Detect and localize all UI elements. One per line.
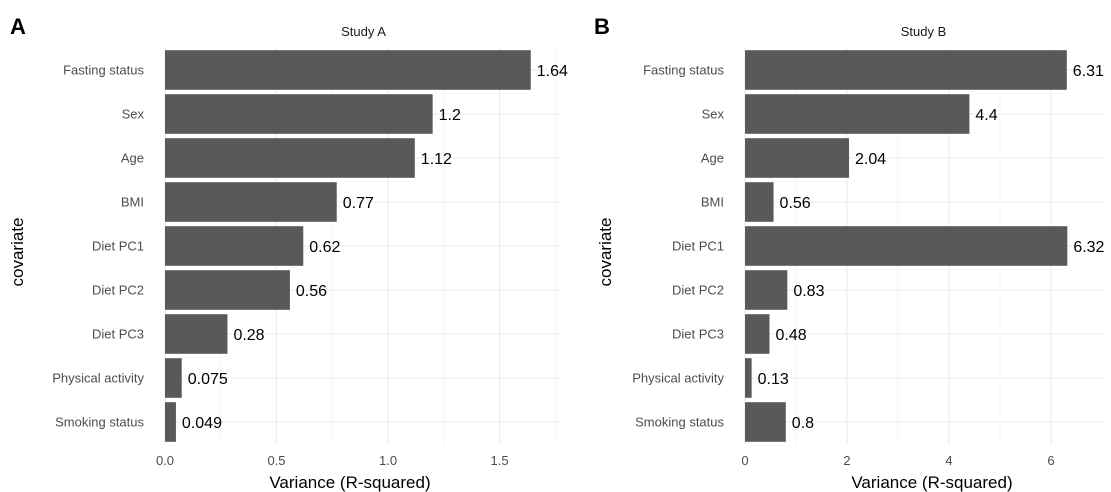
data-label: 1.2 [439,107,461,124]
bar-diet-pc2 [165,270,290,310]
category-label: Diet PC3 [92,327,144,342]
x-tick-label: 1.0 [379,453,397,468]
category-label: Fasting status [643,63,724,78]
bar-fasting-status [165,50,531,90]
data-label: 0.62 [309,239,340,256]
bar-diet-pc3 [745,314,770,354]
panel-study-a: Fasting status 1.64 Sex 1.2 Age 1.12 BMI 0.77 Di… [8,14,568,492]
category-label: Diet PC1 [92,239,144,254]
bar-diet-pc1 [165,226,304,266]
bar-sex [165,94,433,134]
category-label: Age [121,151,144,166]
data-label: 1.12 [421,151,452,168]
x-tick-label: 1.5 [491,453,509,468]
category-label: Sex [702,107,725,122]
x-axis-title: Variance (R-squared) [851,473,1012,492]
category-label: BMI [121,195,144,210]
data-label: 0.8 [792,415,814,432]
bar-smoking-status [745,402,786,442]
x-tick-label: 0.5 [267,453,285,468]
y-axis-title: covariate [8,218,27,287]
data-label: 0.075 [188,371,228,388]
data-label: 6.32 [1073,239,1104,256]
data-label: 1.64 [537,63,568,80]
category-label: Physical activity [52,371,144,386]
category-label: Diet PC1 [672,239,724,254]
data-label: 0.56 [296,283,327,300]
bar-sex [745,94,970,134]
x-tick-label: 4 [945,453,952,468]
bar-age [165,138,415,178]
data-label: 0.48 [775,327,806,344]
data-label: 0.83 [793,283,824,300]
bar-diet-pc3 [165,314,228,354]
bar-diet-pc1 [745,226,1068,266]
bar-physical-activity [165,358,182,398]
panel-letter: B [594,14,610,39]
category-label: Fasting status [63,63,144,78]
x-tick-label: 0 [741,453,748,468]
x-tick-label: 2 [843,453,850,468]
category-label: Smoking status [55,415,144,430]
category-label: Smoking status [635,415,724,430]
data-label: 0.77 [343,195,374,212]
bar-bmi [745,182,774,222]
data-label: 2.04 [855,151,886,168]
x-axis-title: Variance (R-squared) [269,473,430,492]
category-label: Diet PC2 [92,283,144,298]
category-label: Diet PC3 [672,327,724,342]
data-label: 0.049 [182,415,222,432]
category-label: BMI [701,195,724,210]
y-axis-title: covariate [596,218,615,287]
panel-letter: A [10,14,26,39]
bar-bmi [165,182,337,222]
x-tick-label: 0.0 [156,453,174,468]
bar-smoking-status [165,402,176,442]
data-label: 0.28 [233,327,264,344]
bar-diet-pc2 [745,270,788,310]
data-label: 6.31 [1073,63,1104,80]
panel-title: Study A [341,24,386,39]
category-label: Diet PC2 [672,283,724,298]
x-tick-label: 6 [1047,453,1054,468]
bar-age [745,138,850,178]
bar-fasting-status [745,50,1067,90]
data-label: 0.13 [758,371,789,388]
data-label: 0.56 [780,195,811,212]
data-label: 4.4 [975,107,997,124]
category-label: Physical activity [632,371,724,386]
bar-physical-activity [745,358,752,398]
panel-study-b: Fasting status 6.31 Sex 4.4 Age 2.04 BMI 0.56 Di… [594,14,1105,492]
category-label: Sex [122,107,145,122]
category-label: Age [701,151,724,166]
panel-title: Study B [901,24,947,39]
